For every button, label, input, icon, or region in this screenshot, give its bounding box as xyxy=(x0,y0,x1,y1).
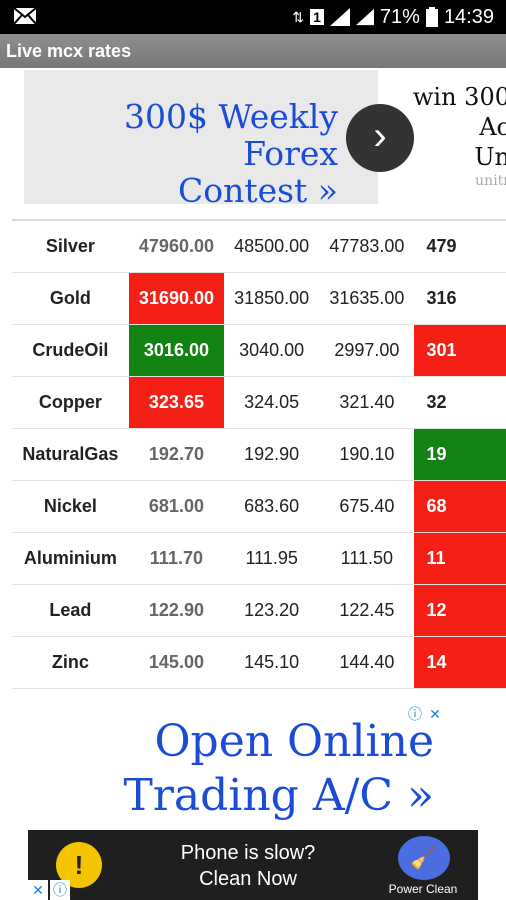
next-value: 19 xyxy=(414,428,506,481)
data-arrows-icon: ⇅ xyxy=(292,8,305,25)
ad-secondary-line1: win 300 xyxy=(412,83,506,111)
info-icon[interactable]: ⓘ xyxy=(50,880,70,900)
sim-badge: 1 xyxy=(310,9,324,25)
high-value: 48500.00 xyxy=(224,221,320,273)
ltp-value: 47960.00 xyxy=(128,221,225,273)
low-value: 47783.00 xyxy=(319,221,415,273)
commodity-name: Nickel xyxy=(12,480,129,533)
app-title-bar: Live mcx rates xyxy=(0,34,506,68)
low-value: 675.40 xyxy=(319,480,415,533)
ad-headline-line2: Trading A/C » xyxy=(123,770,434,821)
high-value: 31850.00 xyxy=(224,272,320,325)
low-value: 111.50 xyxy=(319,532,415,585)
next-value: 12 xyxy=(414,584,506,637)
low-value: 31635.00 xyxy=(319,272,415,325)
close-icon[interactable]: ✕ xyxy=(429,706,441,722)
info-icon[interactable]: ⓘ xyxy=(408,706,422,722)
ad-secondary-line3: Un xyxy=(474,143,506,171)
high-value: 683.60 xyxy=(224,480,320,533)
low-value: 2997.00 xyxy=(319,324,415,377)
ad-secondary-text[interactable]: win 300 Ac Un unitr xyxy=(400,82,506,190)
ltp-value: 145.00 xyxy=(128,636,225,689)
ad-headline[interactable]: 300$ Weekly Forex Contest » xyxy=(24,98,338,204)
ad-text-line2: Clean Now xyxy=(199,868,297,890)
ltp-value: 111.70 xyxy=(128,532,225,585)
high-value: 324.05 xyxy=(224,376,320,429)
high-value: 145.10 xyxy=(224,636,320,689)
table-row-aluminium: Aluminium 111.70 111.95 111.50 11 xyxy=(12,532,506,585)
signal-icon xyxy=(329,8,350,26)
rates-table: Silver 47960.00 48500.00 47783.00 479 Gold 316… xyxy=(12,219,506,693)
ad-button-label: Power Clean xyxy=(388,882,458,896)
table-row-naturalgas: NaturalGas 192.70 192.90 190.10 19 xyxy=(12,428,506,481)
status-bar: ⇅ 1 71% 14:39 xyxy=(0,0,506,34)
clock: 14:39 xyxy=(443,5,494,28)
high-value: 3040.00 xyxy=(224,324,320,377)
page-title: Live mcx rates xyxy=(6,41,132,61)
table-row-nickel: Nickel 681.00 683.60 675.40 68 xyxy=(12,480,506,533)
signal-icon-2 xyxy=(355,8,374,26)
mail-icon xyxy=(14,8,36,24)
ad-secondary-url: unitr xyxy=(475,173,506,189)
table-row-lead: Lead 122.90 123.20 122.45 12 xyxy=(12,584,506,637)
broom-icon[interactable]: 🧹 xyxy=(398,836,450,880)
ad-headline-line2: Contest » xyxy=(177,171,338,204)
ad-banner-trading[interactable]: ⓘ ✕ Open Online Trading A/C » xyxy=(24,705,444,827)
table-row-copper: Copper 323.65 324.05 321.40 32 xyxy=(12,376,506,429)
next-value: 479 xyxy=(414,221,506,273)
next-value: 316 xyxy=(414,272,506,325)
commodity-name: Copper xyxy=(12,376,129,429)
ad-text[interactable]: Phone is slow? Clean Now xyxy=(168,840,328,892)
chevron-right-icon[interactable]: › xyxy=(346,104,414,172)
ad-headline-line1: Open Online xyxy=(154,716,434,767)
ad-panel[interactable]: 300$ Weekly Forex Contest » xyxy=(24,70,378,204)
table-row-silver: Silver 47960.00 48500.00 47783.00 479 xyxy=(12,221,506,273)
commodity-name: Zinc xyxy=(12,636,129,689)
commodity-name: CrudeOil xyxy=(12,324,129,377)
ltp-value: 31690.00 xyxy=(128,272,225,325)
table-row-gold: Gold 31690.00 31850.00 31635.00 316 xyxy=(12,272,506,325)
ad-headline[interactable]: Open Online Trading A/C » xyxy=(123,715,434,823)
next-value: 32 xyxy=(414,376,506,429)
ltp-value: 323.65 xyxy=(128,376,225,429)
close-icon[interactable]: ✕ xyxy=(28,880,48,900)
ad-controls: ⓘ ✕ xyxy=(406,705,444,723)
commodity-name: Lead xyxy=(12,584,129,637)
ltp-value: 122.90 xyxy=(128,584,225,637)
next-value: 11 xyxy=(414,532,506,585)
commodity-name: Gold xyxy=(12,272,129,325)
battery-icon xyxy=(425,7,438,27)
low-value: 321.40 xyxy=(319,376,415,429)
table-row-crudeoil: CrudeOil 3016.00 3040.00 2997.00 301 xyxy=(12,324,506,377)
next-value: 68 xyxy=(414,480,506,533)
high-value: 123.20 xyxy=(224,584,320,637)
next-value: 301 xyxy=(414,324,506,377)
next-value: 14 xyxy=(414,636,506,689)
high-value: 111.95 xyxy=(224,532,320,585)
ad-banner-forex[interactable]: 300$ Weekly Forex Contest » › win 300 Ac… xyxy=(24,70,506,204)
ad-secondary-line2: Ac xyxy=(479,113,506,141)
commodity-name: Aluminium xyxy=(12,532,129,585)
high-value: 192.90 xyxy=(224,428,320,481)
commodity-name: Silver xyxy=(12,221,129,273)
table-row-zinc: Zinc 145.00 145.10 144.40 14 xyxy=(12,636,506,689)
battery-percent: 71% xyxy=(379,5,420,28)
ltp-value: 3016.00 xyxy=(128,324,225,377)
low-value: 144.40 xyxy=(319,636,415,689)
ad-headline-line1: 300$ Weekly Forex xyxy=(124,97,338,173)
commodity-name: NaturalGas xyxy=(12,428,129,481)
ad-bottom-controls: ✕ ⓘ xyxy=(28,880,70,900)
low-value: 190.10 xyxy=(319,428,415,481)
ltp-value: 192.70 xyxy=(128,428,225,481)
ltp-value: 681.00 xyxy=(128,480,225,533)
ad-text-line1: Phone is slow? xyxy=(180,842,316,864)
ad-banner-cleaner[interactable]: ! Phone is slow? Clean Now 🧹 Power Clean xyxy=(28,830,478,900)
low-value: 122.45 xyxy=(319,584,415,637)
